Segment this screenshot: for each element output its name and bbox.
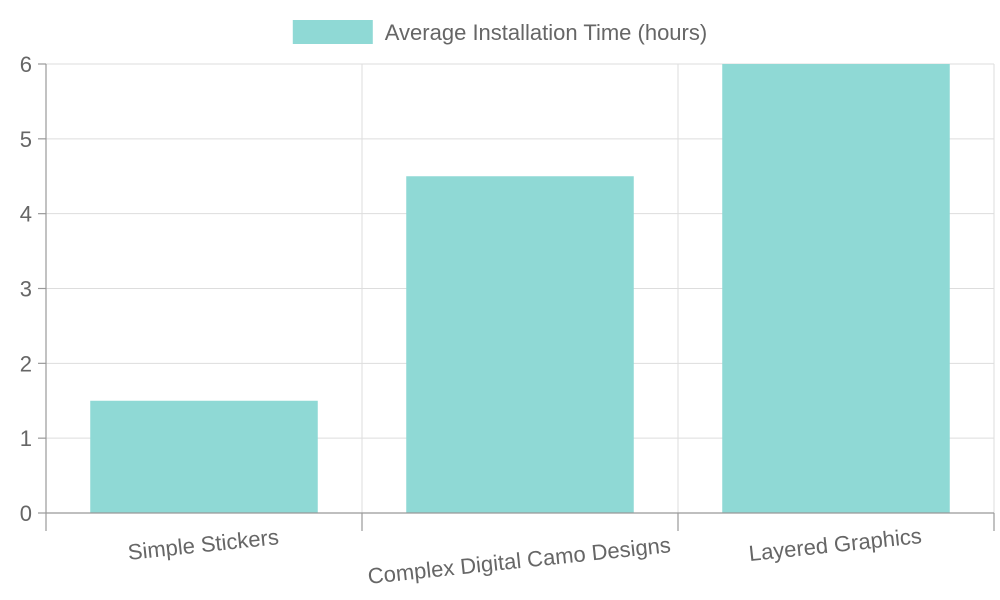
- legend[interactable]: Average Installation Time (hours): [292, 20, 707, 45]
- y-tick-label: 2: [20, 351, 32, 376]
- bar[interactable]: [406, 176, 634, 513]
- y-tick-label: 4: [20, 202, 32, 227]
- bar[interactable]: [722, 64, 950, 513]
- y-tick-label: 1: [20, 426, 32, 451]
- y-tick-label: 0: [20, 501, 32, 526]
- bars: [90, 64, 950, 513]
- x-tick-label: Simple Stickers: [127, 524, 280, 565]
- y-tick-label: 6: [20, 52, 32, 77]
- y-tick-label: 5: [20, 127, 32, 152]
- x-tick-label: Layered Graphics: [748, 523, 923, 566]
- bar[interactable]: [90, 400, 318, 513]
- legend-swatch[interactable]: [292, 20, 373, 44]
- axes: [38, 63, 995, 531]
- x-tick-label: Complex Digital Camo Designs: [367, 532, 672, 589]
- y-tick-label: 3: [20, 277, 32, 302]
- legend-label[interactable]: Average Installation Time (hours): [385, 20, 707, 45]
